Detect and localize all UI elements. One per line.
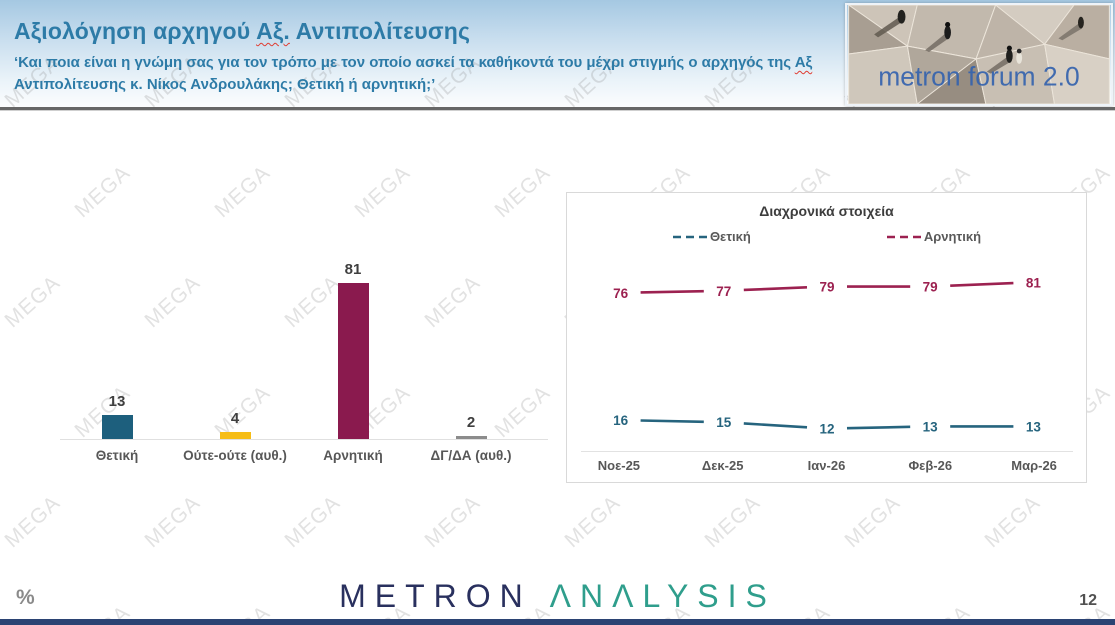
- x-tick-label: Νοε-25: [597, 458, 641, 473]
- data-point-label: 13: [1026, 419, 1042, 434]
- legend-dash-marker: [886, 235, 921, 238]
- percent-unit-label: %: [16, 586, 35, 609]
- mega-watermark: MEGA: [840, 491, 905, 553]
- trend-line-segment: [640, 419, 704, 424]
- page-number: 12: [1079, 592, 1097, 609]
- header-separator: [0, 107, 1115, 110]
- bar-value-label: 81: [344, 260, 362, 278]
- page-subtitle: ‘Και ποια είναι η γνώμη σας για τον τρόπ…: [14, 52, 854, 96]
- data-point-label: 12: [819, 422, 834, 437]
- bar-chart-baseline: [60, 439, 548, 440]
- bar-group: 81: [294, 252, 412, 440]
- trend-line-segment: [846, 425, 911, 430]
- trend-line-segment: [743, 422, 808, 429]
- subtitle-text: ‘Και ποια είναι η γνώμη σας για τον τρόπ…: [14, 54, 795, 71]
- x-tick-label: Μαρ-26: [1011, 458, 1057, 473]
- subtitle-text-spellcheck: Αξ: [794, 54, 813, 71]
- bar-chart: 13 4 81 2 Θετική Ούτε-ούτε (αυθ.) Αρνητική ΔΓ/…: [58, 252, 548, 463]
- footer-accent-bar: [0, 619, 1115, 625]
- bar: [101, 414, 133, 440]
- trend-chart-plot: 16 15 12 13 13 76 77 79 79 81: [610, 272, 1044, 439]
- data-point-label: 77: [716, 284, 731, 299]
- page-title: Αξιολόγηση αρχηγού Αξ. Αντιπολίτευσης: [14, 18, 844, 45]
- bar-category-label: Αρνητική: [323, 448, 383, 463]
- data-point-label: 76: [613, 286, 629, 301]
- logo-metron-text: METRON: [339, 578, 532, 614]
- trend-chart-x-axis: [581, 451, 1073, 452]
- bar-category-label: ΔΓ/ΔΑ (αυθ.): [430, 448, 512, 463]
- bar-series: 13 4 81 2: [58, 252, 530, 440]
- trend-line-segment: [743, 286, 808, 292]
- metron-forum-logo-image: metron forum 2.0: [845, 3, 1113, 106]
- x-tick-label: Δεκ-25: [701, 458, 744, 473]
- mega-watermark: MEGA: [210, 161, 275, 223]
- title-text: Αντιπολίτευσης: [289, 18, 471, 44]
- mega-watermark: MEGA: [980, 491, 1045, 553]
- mega-watermark: MEGA: [70, 161, 135, 223]
- data-point-label: 15: [716, 415, 732, 430]
- legend-dash-marker: [672, 235, 707, 238]
- mega-watermark: MEGA: [0, 491, 65, 553]
- legend-item: Αρνητική: [886, 229, 981, 244]
- mega-watermark: MEGA: [700, 491, 765, 553]
- data-point-label: 16: [613, 413, 629, 428]
- x-tick-label: Ιαν-26: [807, 458, 846, 473]
- legend-item: Θετική: [672, 229, 751, 244]
- mega-watermark: MEGA: [350, 161, 415, 223]
- bar-group: 13: [58, 252, 176, 440]
- trend-chart-title: Διαχρονικά στοιχεία: [759, 203, 894, 219]
- legend-label: Αρνητική: [923, 229, 982, 244]
- pedestrians: [874, 9, 1084, 74]
- trend-chart-x-labels: Νοε-25 Δεκ-25 Ιαν-26 Φεβ-26 Μαρ-26: [567, 458, 1086, 473]
- mega-watermark: MEGA: [140, 491, 205, 553]
- mega-watermark: MEGA: [0, 271, 65, 333]
- metron-forum-logo-text: metron forum 2.0: [878, 61, 1079, 91]
- bar-value-label: 13: [108, 392, 126, 410]
- trend-line-segment: [640, 289, 704, 294]
- bar-value-label: 4: [230, 410, 240, 428]
- title-text: Αξιολόγηση αρχηγού: [14, 18, 257, 44]
- bar-category-label: Ούτε-ούτε (αυθ.): [183, 448, 287, 463]
- bar-value-label: 2: [466, 414, 476, 432]
- data-point-label: 79: [923, 280, 938, 295]
- mega-watermark: MEGA: [560, 491, 625, 553]
- x-tick-label: Φεβ-26: [908, 458, 953, 473]
- subtitle-text: Αντιπολίτευσης κ. Νίκος Ανδρουλάκης; Θετ…: [14, 75, 436, 93]
- data-point-label: 79: [819, 280, 834, 295]
- header: Αξιολόγηση αρχηγού Αξ. Αντιπολίτευσης ‘Κ…: [14, 18, 844, 96]
- legend-label: Θετική: [709, 229, 751, 244]
- bar-category-axis: Θετική Ούτε-ούτε (αυθ.) Αρνητική ΔΓ/ΔΑ (αυθ…: [58, 448, 530, 463]
- trend-chart-panel: Διαχρονικά στοιχεία Θετική Αρνητική 16 15 1…: [566, 192, 1087, 483]
- mega-watermark: MEGA: [490, 161, 555, 223]
- data-point-label: 13: [923, 419, 939, 434]
- mega-watermark: MEGA: [420, 491, 485, 553]
- logo-analysis-text: ΛNΛLYSIS: [549, 578, 776, 614]
- trend-chart-legend: Θετική Αρνητική: [567, 229, 1086, 244]
- bar: [455, 436, 487, 440]
- metron-analysis-logo: METRON ΛNΛLYSIS: [339, 578, 776, 615]
- title-text-spellcheck: Αξ.: [256, 18, 290, 44]
- bar-group: 2: [412, 252, 530, 440]
- bar-group: 4: [176, 252, 294, 440]
- data-point-label: 81: [1026, 275, 1042, 290]
- bar-category-label: Θετική: [95, 448, 139, 463]
- bar: [337, 282, 369, 440]
- bar: [219, 432, 251, 440]
- trend-line-segment: [950, 281, 1014, 287]
- mega-watermark: MEGA: [280, 491, 345, 553]
